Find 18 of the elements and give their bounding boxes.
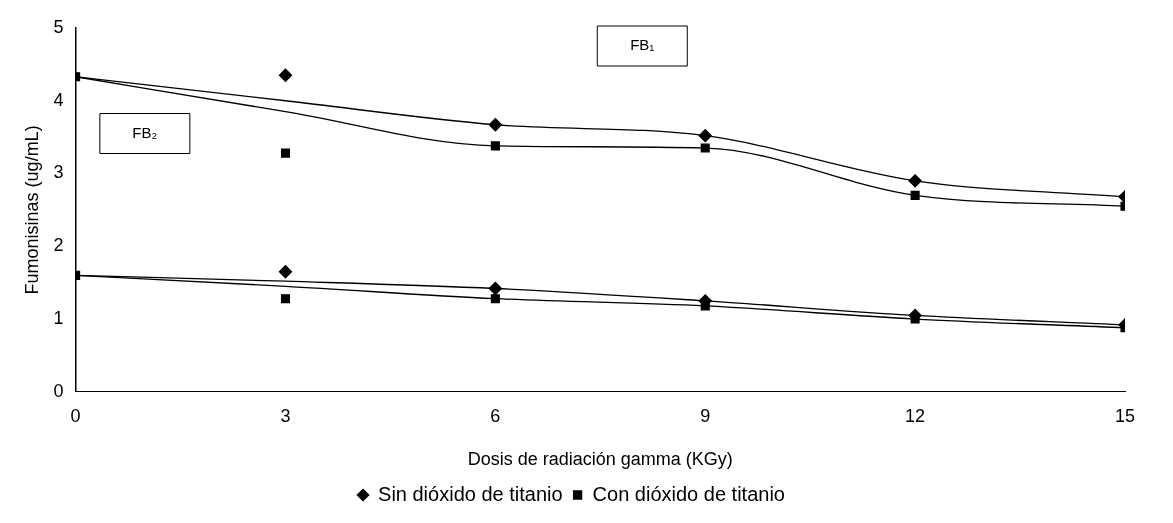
y-tick-label: 3 <box>53 162 64 183</box>
x-tick-label: 9 <box>700 405 711 426</box>
y-tick-label: 5 <box>53 16 64 37</box>
y-tick-label: 0 <box>53 380 64 401</box>
x-tick-label: 0 <box>70 405 81 426</box>
y-tick-label: 1 <box>53 308 64 329</box>
y-axis-title: Fumonisinas (ug/mL) <box>21 125 42 295</box>
x-tick-label: 12 <box>905 405 926 426</box>
y-tick-label: 4 <box>53 89 64 110</box>
annotation: FB₁ <box>630 36 655 54</box>
y-tick-label: 2 <box>53 235 64 256</box>
legend-label: Sin dióxido de titanio <box>378 482 563 505</box>
x-tick-label: 15 <box>1114 405 1136 426</box>
annotation: FB₂ <box>132 123 158 141</box>
x-axis-title: Dosis de radiación gamma (KGy) <box>467 449 733 470</box>
x-tick-label: 3 <box>280 405 291 426</box>
x-tick-label: 6 <box>490 405 501 426</box>
legend-label: Con dióxido de titanio <box>592 482 785 505</box>
